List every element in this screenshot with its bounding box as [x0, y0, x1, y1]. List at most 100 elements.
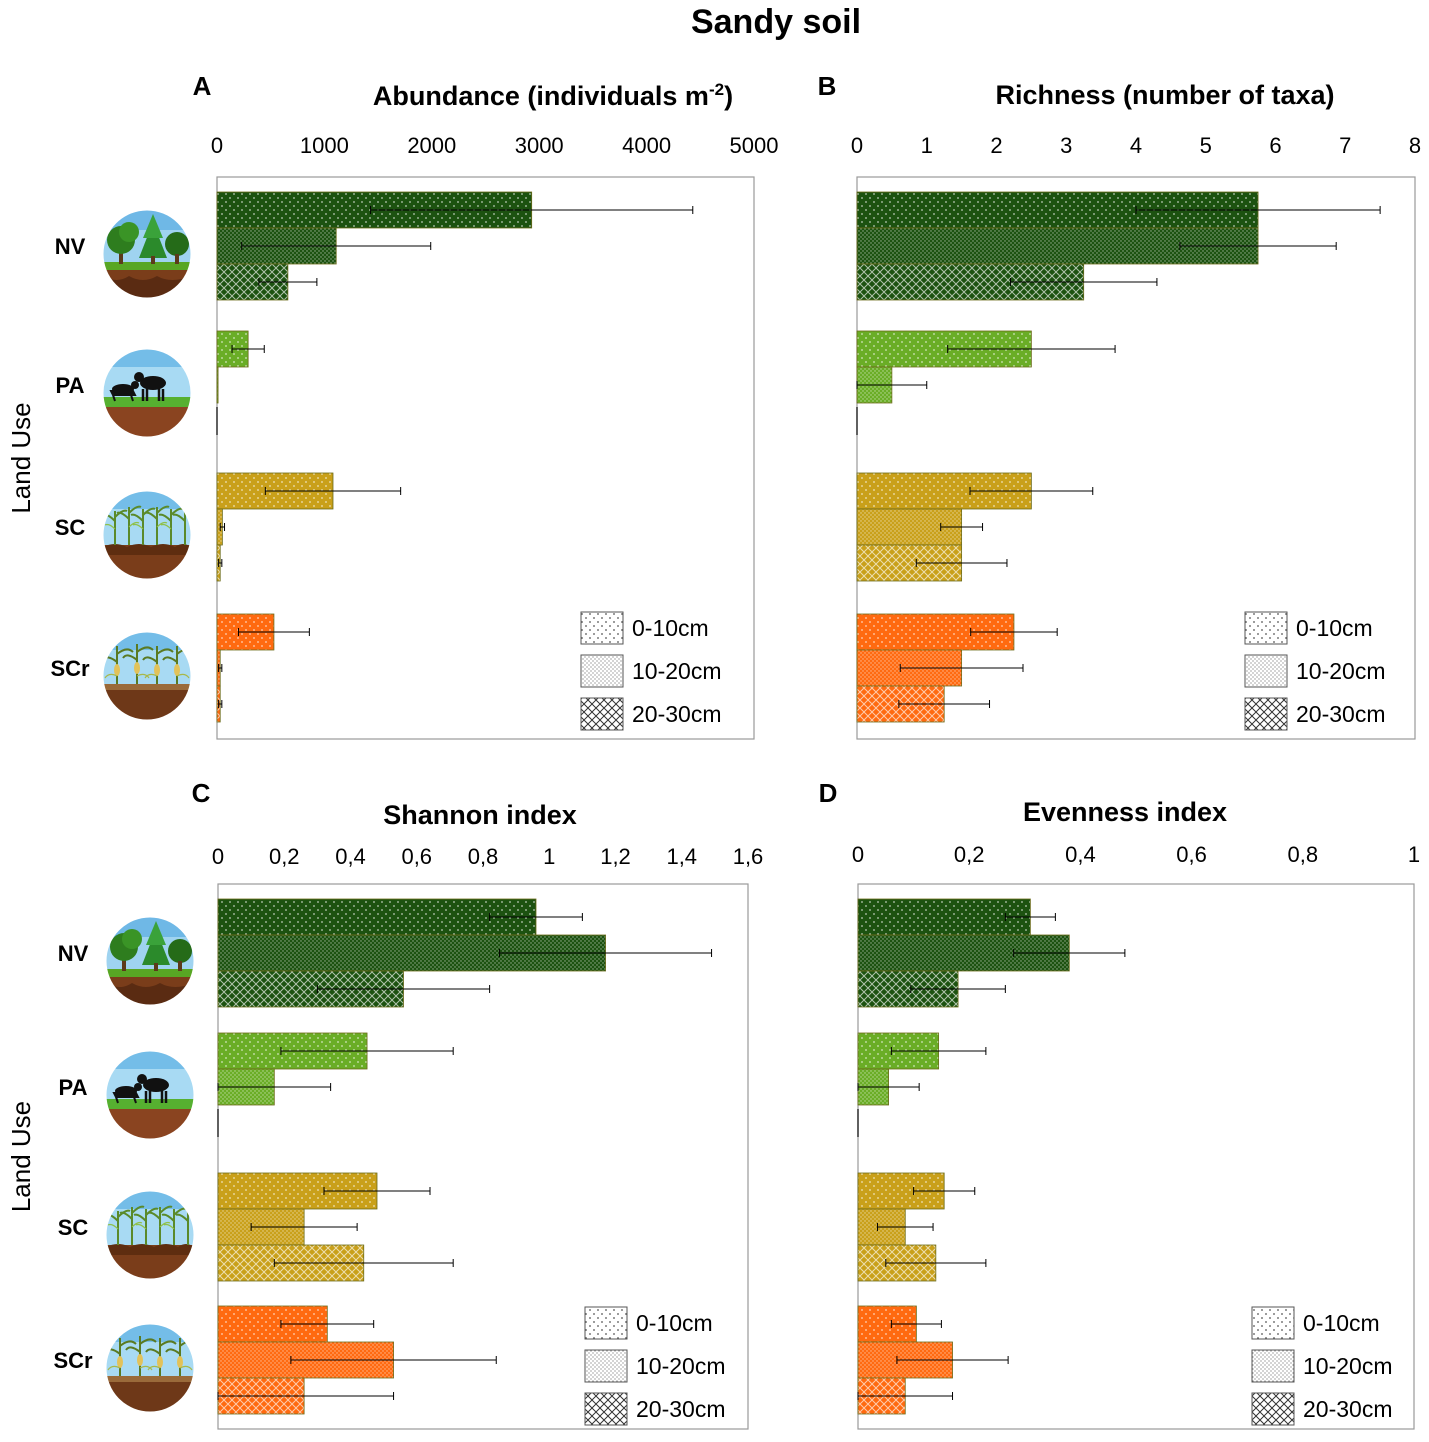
legend-label: 20-30cm: [636, 1396, 725, 1422]
bar-SCr-20-30cm: [856, 685, 991, 723]
panel-letter: A: [193, 71, 212, 101]
tick-label: 5000: [730, 133, 779, 158]
tick-label: 0: [212, 844, 224, 869]
legend-label: 0-10cm: [632, 615, 709, 641]
bar-NV-10-20cm: [216, 227, 432, 265]
category-label-SC: SC: [55, 515, 86, 540]
tick-label: 2000: [407, 133, 456, 158]
land-use-axis-A: Land Use NV PA SC SCr: [6, 209, 191, 722]
bar-SC-10-20cm: [856, 508, 984, 546]
tick-label: 0: [852, 842, 864, 867]
bar-SC-0-10cm: [217, 1172, 431, 1210]
bar-SC-0-10cm: [216, 472, 402, 510]
bar-SC-20-30cm: [217, 1244, 454, 1282]
bar-NV-0-10cm: [857, 898, 1056, 936]
bar-pattern: [856, 330, 1032, 368]
pasture-cattle-icon: [106, 1051, 194, 1141]
tick-label: 0,4: [335, 844, 366, 869]
bar-PA-10-20cm: [216, 366, 219, 404]
legend-swatch: [1244, 611, 1288, 645]
bar-SC-20-30cm: [216, 544, 223, 582]
panel-letter: D: [819, 778, 838, 808]
legend-swatch: [580, 611, 624, 645]
panel-letter: C: [192, 778, 211, 808]
tick-label: 0,8: [1288, 842, 1319, 867]
bar-SCr-0-10cm: [216, 613, 310, 651]
bar-PA-0-10cm: [856, 330, 1116, 368]
tick-label: 0,6: [401, 844, 432, 869]
bar-SC-20-30cm: [857, 1244, 987, 1282]
y-axis-label: Land Use: [6, 1101, 36, 1212]
tick-label: 0,2: [954, 842, 985, 867]
tick-label: 1,6: [733, 844, 764, 869]
legend-swatch: [580, 654, 624, 688]
tick-label: 0: [211, 133, 223, 158]
tick-label: 1: [1408, 842, 1420, 867]
tick-label: 0,4: [1065, 842, 1096, 867]
tick-label: 0,6: [1176, 842, 1207, 867]
bar-PA-10-20cm: [857, 1068, 920, 1106]
legend-swatch: [584, 1349, 628, 1383]
bar-SC-0-10cm: [856, 472, 1094, 510]
bar-NV-0-10cm: [217, 898, 583, 936]
legend-label: 0-10cm: [1303, 1310, 1380, 1336]
tick-label: 1: [543, 844, 555, 869]
legend-swatch: [1244, 697, 1288, 731]
legend-label: 10-20cm: [1303, 1353, 1392, 1379]
tick-label: 5: [1200, 133, 1212, 158]
category-label-SC: SC: [58, 1215, 89, 1240]
axis-title: Abundance (individuals m-2): [373, 80, 733, 111]
bar-SCr-20-30cm: [216, 685, 223, 723]
category-label-SCr: SCr: [50, 656, 90, 681]
legend-swatch: [580, 697, 624, 731]
panel-C: C Shannon index 0 0,2 0,4 0,6 0,8 1 1,2 1,4 1,6 0-1…: [192, 778, 764, 1430]
legend: 0-10cm 10-20cm 20-30cm: [1251, 1306, 1392, 1426]
tick-label: 0,8: [468, 844, 499, 869]
category-label-PA: PA: [56, 373, 85, 398]
bar-SCr-20-30cm: [857, 1377, 954, 1415]
bar-SC-20-30cm: [856, 544, 1008, 582]
bar-PA-0-10cm: [857, 1032, 987, 1070]
bar-NV-20-30cm: [857, 970, 1006, 1008]
bar-SCr-0-10cm: [217, 1305, 375, 1343]
legend-swatch: [1251, 1349, 1295, 1383]
pasture-cattle-icon: [103, 349, 191, 439]
bar-SC-10-20cm: [217, 1208, 358, 1246]
panel-A: A Abundance (individuals m-2) 0 1000 2000 300…: [193, 71, 779, 740]
bar-PA-0-10cm: [217, 1032, 454, 1070]
legend-label: 20-30cm: [1303, 1396, 1392, 1422]
sugarcane-icon: [103, 491, 191, 581]
forest-icon: [105, 916, 195, 1007]
legend-swatch: [1251, 1306, 1295, 1340]
bar-SC-0-10cm: [857, 1172, 976, 1210]
y-axis-label: Land Use: [6, 402, 36, 513]
legend-swatch: [584, 1306, 628, 1340]
tick-label: 2: [990, 133, 1002, 158]
bar-NV-20-30cm: [216, 263, 318, 301]
tick-label: 1,4: [666, 844, 697, 869]
tick-label: 3: [1060, 133, 1072, 158]
bar-NV-20-30cm: [217, 970, 491, 1008]
bar-pattern: [857, 898, 1031, 936]
bar-SCr-10-20cm: [857, 1341, 1009, 1379]
bar-PA-10-20cm: [856, 366, 928, 404]
legend-label: 20-30cm: [632, 701, 721, 727]
bar-NV-10-20cm: [217, 934, 713, 972]
plot-area: [216, 176, 755, 740]
bar-pattern: [216, 366, 219, 404]
bar-SCr-10-20cm: [856, 649, 1024, 687]
sugarcane-residue-icon: [106, 1324, 194, 1414]
axis-title: Richness (number of taxa): [995, 80, 1334, 110]
axis-title: Evenness index: [1023, 797, 1227, 827]
bar-SCr-10-20cm: [217, 1341, 497, 1379]
panel-letter: B: [818, 71, 837, 101]
legend-label: 0-10cm: [636, 1310, 713, 1336]
bar-PA-10-20cm: [217, 1068, 332, 1106]
bar-PA-0-10cm: [216, 330, 265, 368]
sugarcane-residue-icon: [103, 632, 191, 722]
tick-label: 3000: [515, 133, 564, 158]
bar-pattern: [856, 263, 1085, 301]
tick-label: 4000: [622, 133, 671, 158]
legend-label: 20-30cm: [1296, 701, 1385, 727]
